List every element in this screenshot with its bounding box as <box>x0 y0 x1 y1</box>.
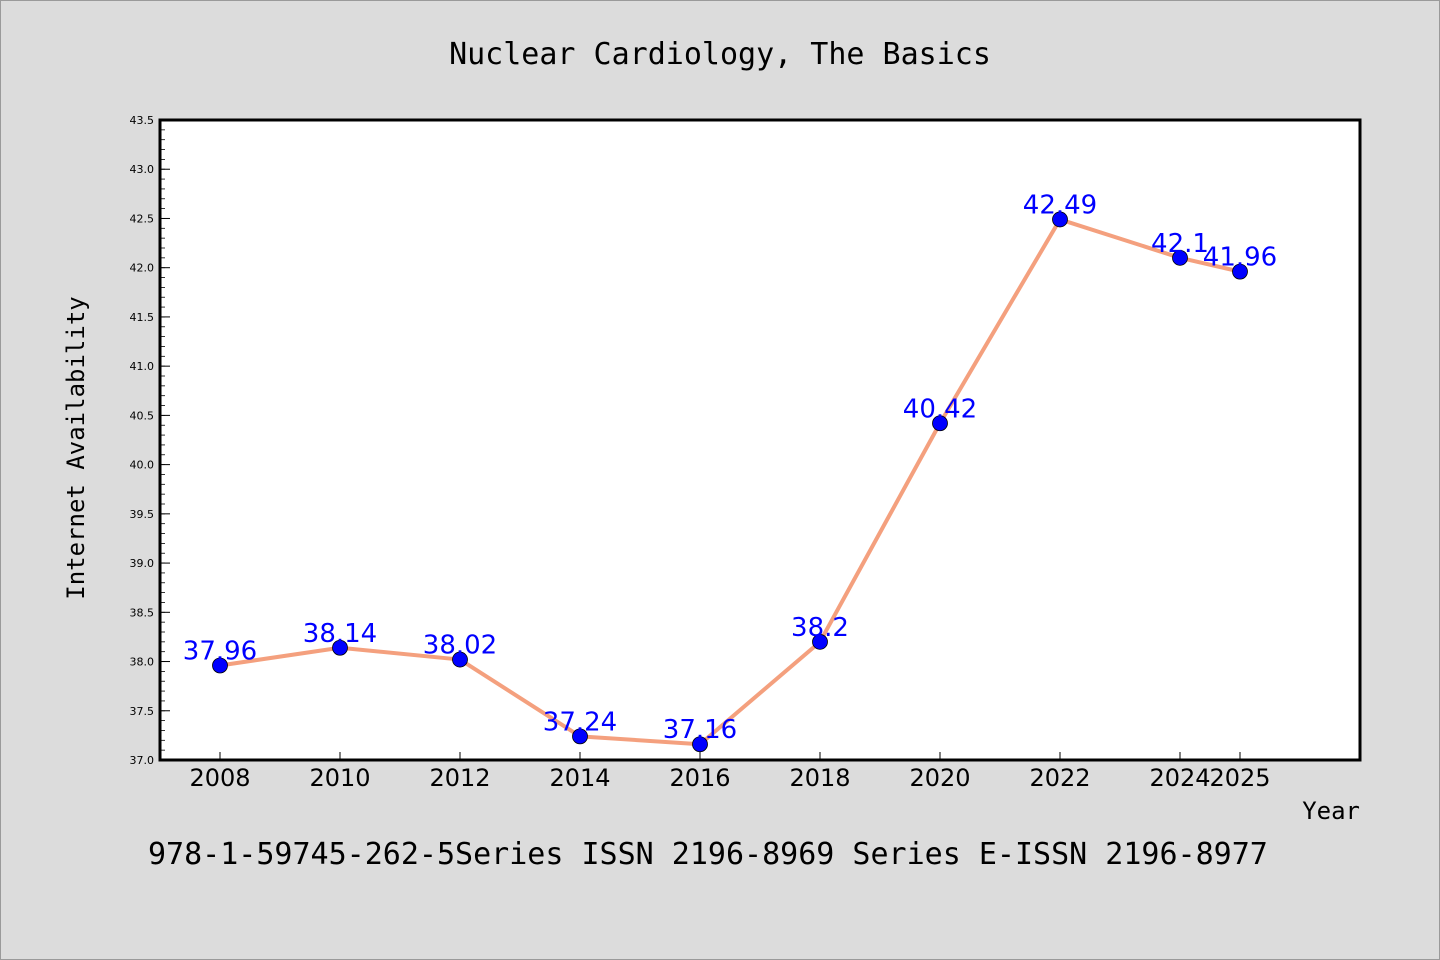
data-label: 42.1 <box>1151 229 1209 259</box>
data-label: 38.14 <box>303 619 377 649</box>
data-point <box>212 657 228 674</box>
x-tick-label: 2018 <box>789 764 850 792</box>
y-tick-label: 41.0 <box>130 360 155 373</box>
data-point <box>932 415 948 432</box>
y-tick-label: 43.5 <box>130 114 155 127</box>
x-tick-label: 2012 <box>429 764 490 792</box>
chart-footer-isbn: 978-1-59745-262-5Series ISSN 2196-8969 S… <box>148 837 1268 872</box>
y-tick-label: 42.0 <box>130 262 155 275</box>
series-line <box>218 217 1242 747</box>
data-label: 37.24 <box>543 707 617 737</box>
data-point <box>812 633 828 650</box>
y-tick-label: 37.5 <box>130 705 155 718</box>
y-axis-label: Internet Availability <box>62 296 90 599</box>
chart-title: Nuclear Cardiology, The Basics <box>449 37 991 72</box>
data-labels: 37.96 38.14 38.02 37.24 37.16 38.2 40.42 42.49 4… <box>183 190 1277 745</box>
x-tick-label: 2010 <box>309 764 370 792</box>
data-point <box>332 639 348 656</box>
data-point <box>452 651 468 668</box>
y-tick-label: 37.0 <box>130 754 155 767</box>
y-tick-label: 38.0 <box>130 656 155 669</box>
y-tick-label: 42.5 <box>130 212 155 225</box>
x-axis-label: Year <box>1302 797 1360 825</box>
x-tick-label: 2022 <box>1029 764 1090 792</box>
data-point <box>1172 249 1188 266</box>
data-label: 38.02 <box>423 631 497 661</box>
data-label: 37.96 <box>183 636 257 666</box>
x-tick-label: 2020 <box>909 764 970 792</box>
x-tick-label: 2016 <box>669 764 730 792</box>
y-tick-label: 41.5 <box>130 311 155 324</box>
y-tick-label: 38.5 <box>130 606 155 619</box>
data-point <box>692 736 708 753</box>
y-tick-label: 40.5 <box>130 409 155 422</box>
y-tick-label: 43.0 <box>130 163 155 176</box>
data-label: 37.16 <box>663 715 737 745</box>
data-markers <box>212 211 1248 753</box>
y-axis-ticks: 37.0 37.5 38.0 38.5 39.0 39.5 40.0 40.5 41.0 41.5… <box>130 114 170 767</box>
plot-area <box>158 118 1362 762</box>
data-point <box>1052 211 1068 228</box>
y-tick-label: 40.0 <box>130 459 155 472</box>
x-tick-label: 2014 <box>549 764 610 792</box>
data-point <box>1232 263 1248 280</box>
x-tick-label: 2025 <box>1209 764 1270 792</box>
data-label: 40.42 <box>903 394 977 424</box>
x-tick-label: 2024 <box>1149 764 1210 792</box>
x-tick-label: 2008 <box>189 764 250 792</box>
y-tick-label: 39.5 <box>130 508 155 521</box>
data-label: 42.49 <box>1023 190 1097 220</box>
data-label: 41.96 <box>1203 243 1277 273</box>
y-tick-label: 39.0 <box>130 557 155 570</box>
data-point <box>572 728 588 745</box>
data-label: 38.2 <box>791 613 849 643</box>
